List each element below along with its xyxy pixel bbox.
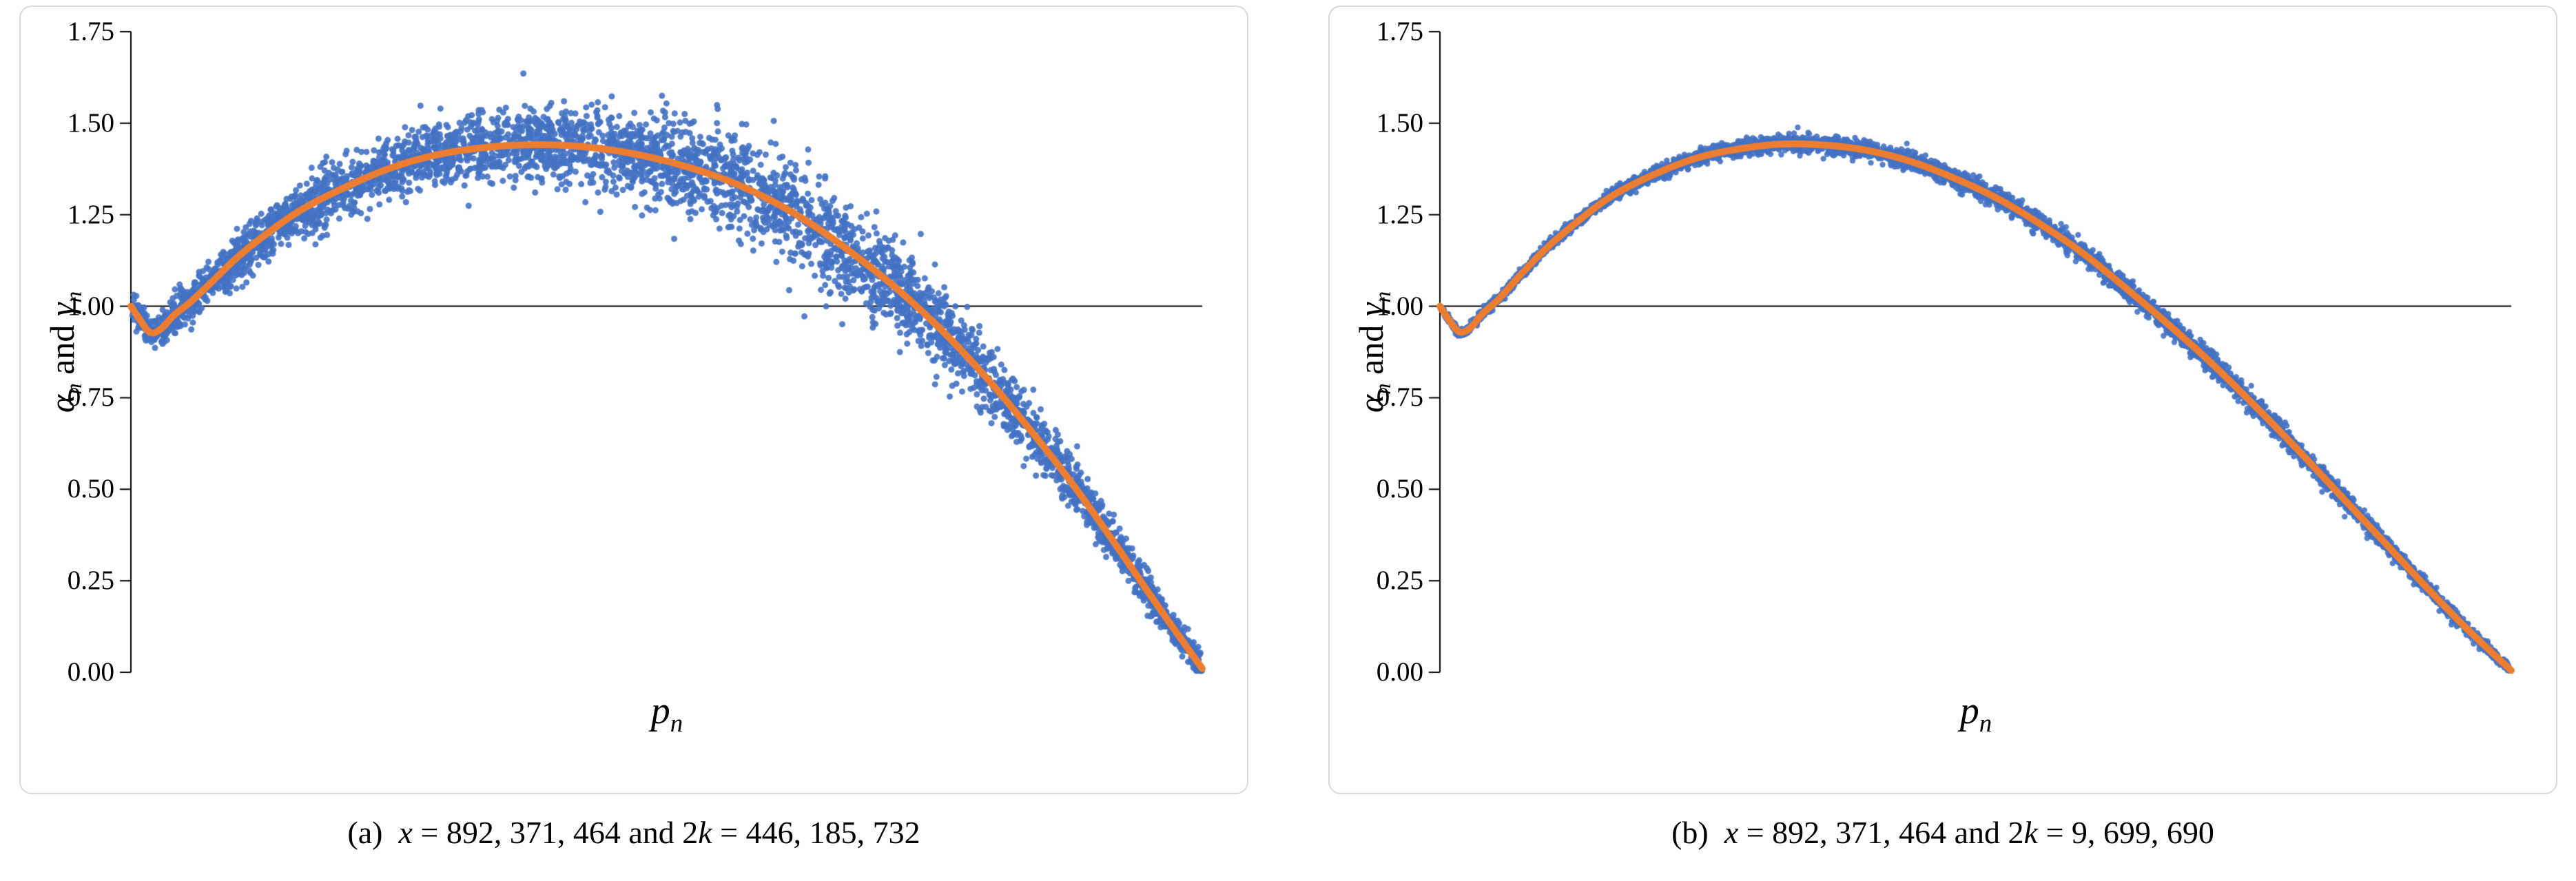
ylabel-alpha-sub: n xyxy=(1371,383,1396,395)
caption-tag: (b) xyxy=(1671,815,1709,850)
caption-text: = 892, 371, 464 and 2 xyxy=(1738,815,2024,850)
caption-var-k: k xyxy=(2023,815,2038,850)
caption-a: (a) x = 892, 371, 464 and 2k = 446, 185, … xyxy=(19,814,1248,851)
caption-text: = 446, 185, 732 xyxy=(712,815,920,850)
ylabel-gamma-sub: n xyxy=(62,291,87,303)
ylabel-alpha: α xyxy=(1352,394,1390,413)
caption-var-k: k xyxy=(698,815,712,850)
ylabel-gamma: γ xyxy=(1352,302,1390,317)
x-axis-label: pn xyxy=(1960,689,1992,738)
ylabel-gamma-sub: n xyxy=(1371,291,1396,303)
caption-tag: (a) xyxy=(347,815,383,850)
chart-panel-a: 0.00 0.25 0.50 0.75 1.00 1.25 1.50 1.75 αn and … xyxy=(19,6,1248,794)
plot-canvas-b xyxy=(1330,7,2556,793)
ylabel-gamma: γ xyxy=(43,302,81,317)
caption-text: = 892, 371, 464 and 2 xyxy=(412,815,699,850)
y-axis-label: αn and γn xyxy=(1351,291,1397,413)
caption-text: = 9, 699, 690 xyxy=(2037,815,2214,850)
plot-canvas-a xyxy=(21,7,1247,793)
ylabel-and: and xyxy=(43,316,81,384)
chart-panel-b: 0.00 0.25 0.50 0.75 1.00 1.25 1.50 1.75 αn and … xyxy=(1328,6,2557,794)
ylabel-alpha: α xyxy=(43,394,81,413)
y-axis-label: αn and γn xyxy=(42,291,87,413)
xlabel-p: p xyxy=(1959,690,1979,732)
caption-var-x: x xyxy=(398,815,413,850)
ylabel-and: and xyxy=(1352,316,1390,384)
ylabel-alpha-sub: n xyxy=(62,383,87,395)
caption-b: (b) x = 892, 371, 464 and 2k = 9, 699, 69… xyxy=(1328,814,2557,851)
x-axis-label: pn xyxy=(651,689,683,738)
xlabel-p: p xyxy=(650,690,670,732)
xlabel-p-sub: n xyxy=(670,709,683,738)
xlabel-p-sub: n xyxy=(1979,709,1992,738)
caption-var-x: x xyxy=(1724,815,1739,850)
